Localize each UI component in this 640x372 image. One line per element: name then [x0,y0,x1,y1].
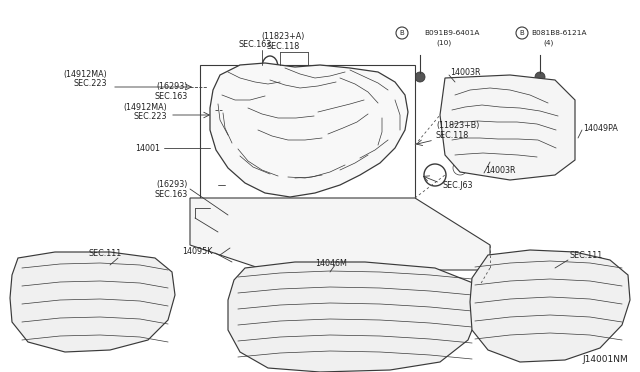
Circle shape [477,270,507,300]
Text: SEC.111: SEC.111 [570,251,604,260]
Text: B: B [520,30,524,36]
Text: (16293): (16293) [157,180,188,189]
Circle shape [354,314,390,350]
Polygon shape [200,65,415,230]
Text: SEC.223: SEC.223 [134,112,167,121]
Text: SEC.163: SEC.163 [238,39,271,48]
Text: SEC.163: SEC.163 [155,189,188,199]
Text: 14003R: 14003R [485,166,515,174]
Circle shape [521,270,551,300]
Text: 14095K: 14095K [182,247,213,257]
Text: SEC.163: SEC.163 [155,92,188,100]
Circle shape [302,272,338,308]
Polygon shape [210,63,408,197]
Text: B091B9-6401A: B091B9-6401A [424,30,479,36]
Circle shape [565,270,595,300]
Text: (4): (4) [543,40,554,46]
Text: B081B8-6121A: B081B8-6121A [531,30,586,36]
Polygon shape [228,262,480,372]
Text: B: B [399,30,404,36]
Text: SEC.118: SEC.118 [266,42,300,51]
Polygon shape [10,252,175,352]
Text: SEC.223: SEC.223 [74,78,107,87]
Polygon shape [190,198,490,270]
Text: (11823+B): (11823+B) [436,121,479,129]
Text: 14003R: 14003R [450,67,481,77]
Circle shape [406,314,442,350]
Polygon shape [470,250,630,362]
Text: J14001NM: J14001NM [582,356,628,365]
Circle shape [129,267,161,299]
Text: 14049PA: 14049PA [583,124,618,132]
Circle shape [79,304,111,336]
Text: SEC.111: SEC.111 [88,250,121,259]
Circle shape [29,269,61,301]
Circle shape [302,314,338,350]
Circle shape [535,72,545,82]
Text: SEC.J63: SEC.J63 [443,180,474,189]
Text: (14912MA): (14912MA) [124,103,167,112]
Polygon shape [440,75,575,180]
Circle shape [521,310,551,340]
Circle shape [477,310,507,340]
Text: (16293): (16293) [157,81,188,90]
Circle shape [415,72,425,82]
Circle shape [250,272,286,308]
Circle shape [129,304,161,336]
Circle shape [29,304,61,336]
Text: SEC.118: SEC.118 [436,131,469,140]
Circle shape [406,272,442,308]
Text: (14912MA): (14912MA) [63,70,107,78]
Circle shape [250,314,286,350]
Circle shape [354,272,390,308]
Text: (11823+A): (11823+A) [261,32,305,41]
Text: 14046M: 14046M [315,260,347,269]
Text: (10): (10) [436,40,451,46]
Circle shape [79,267,111,299]
Text: 14001: 14001 [135,144,160,153]
Circle shape [565,310,595,340]
